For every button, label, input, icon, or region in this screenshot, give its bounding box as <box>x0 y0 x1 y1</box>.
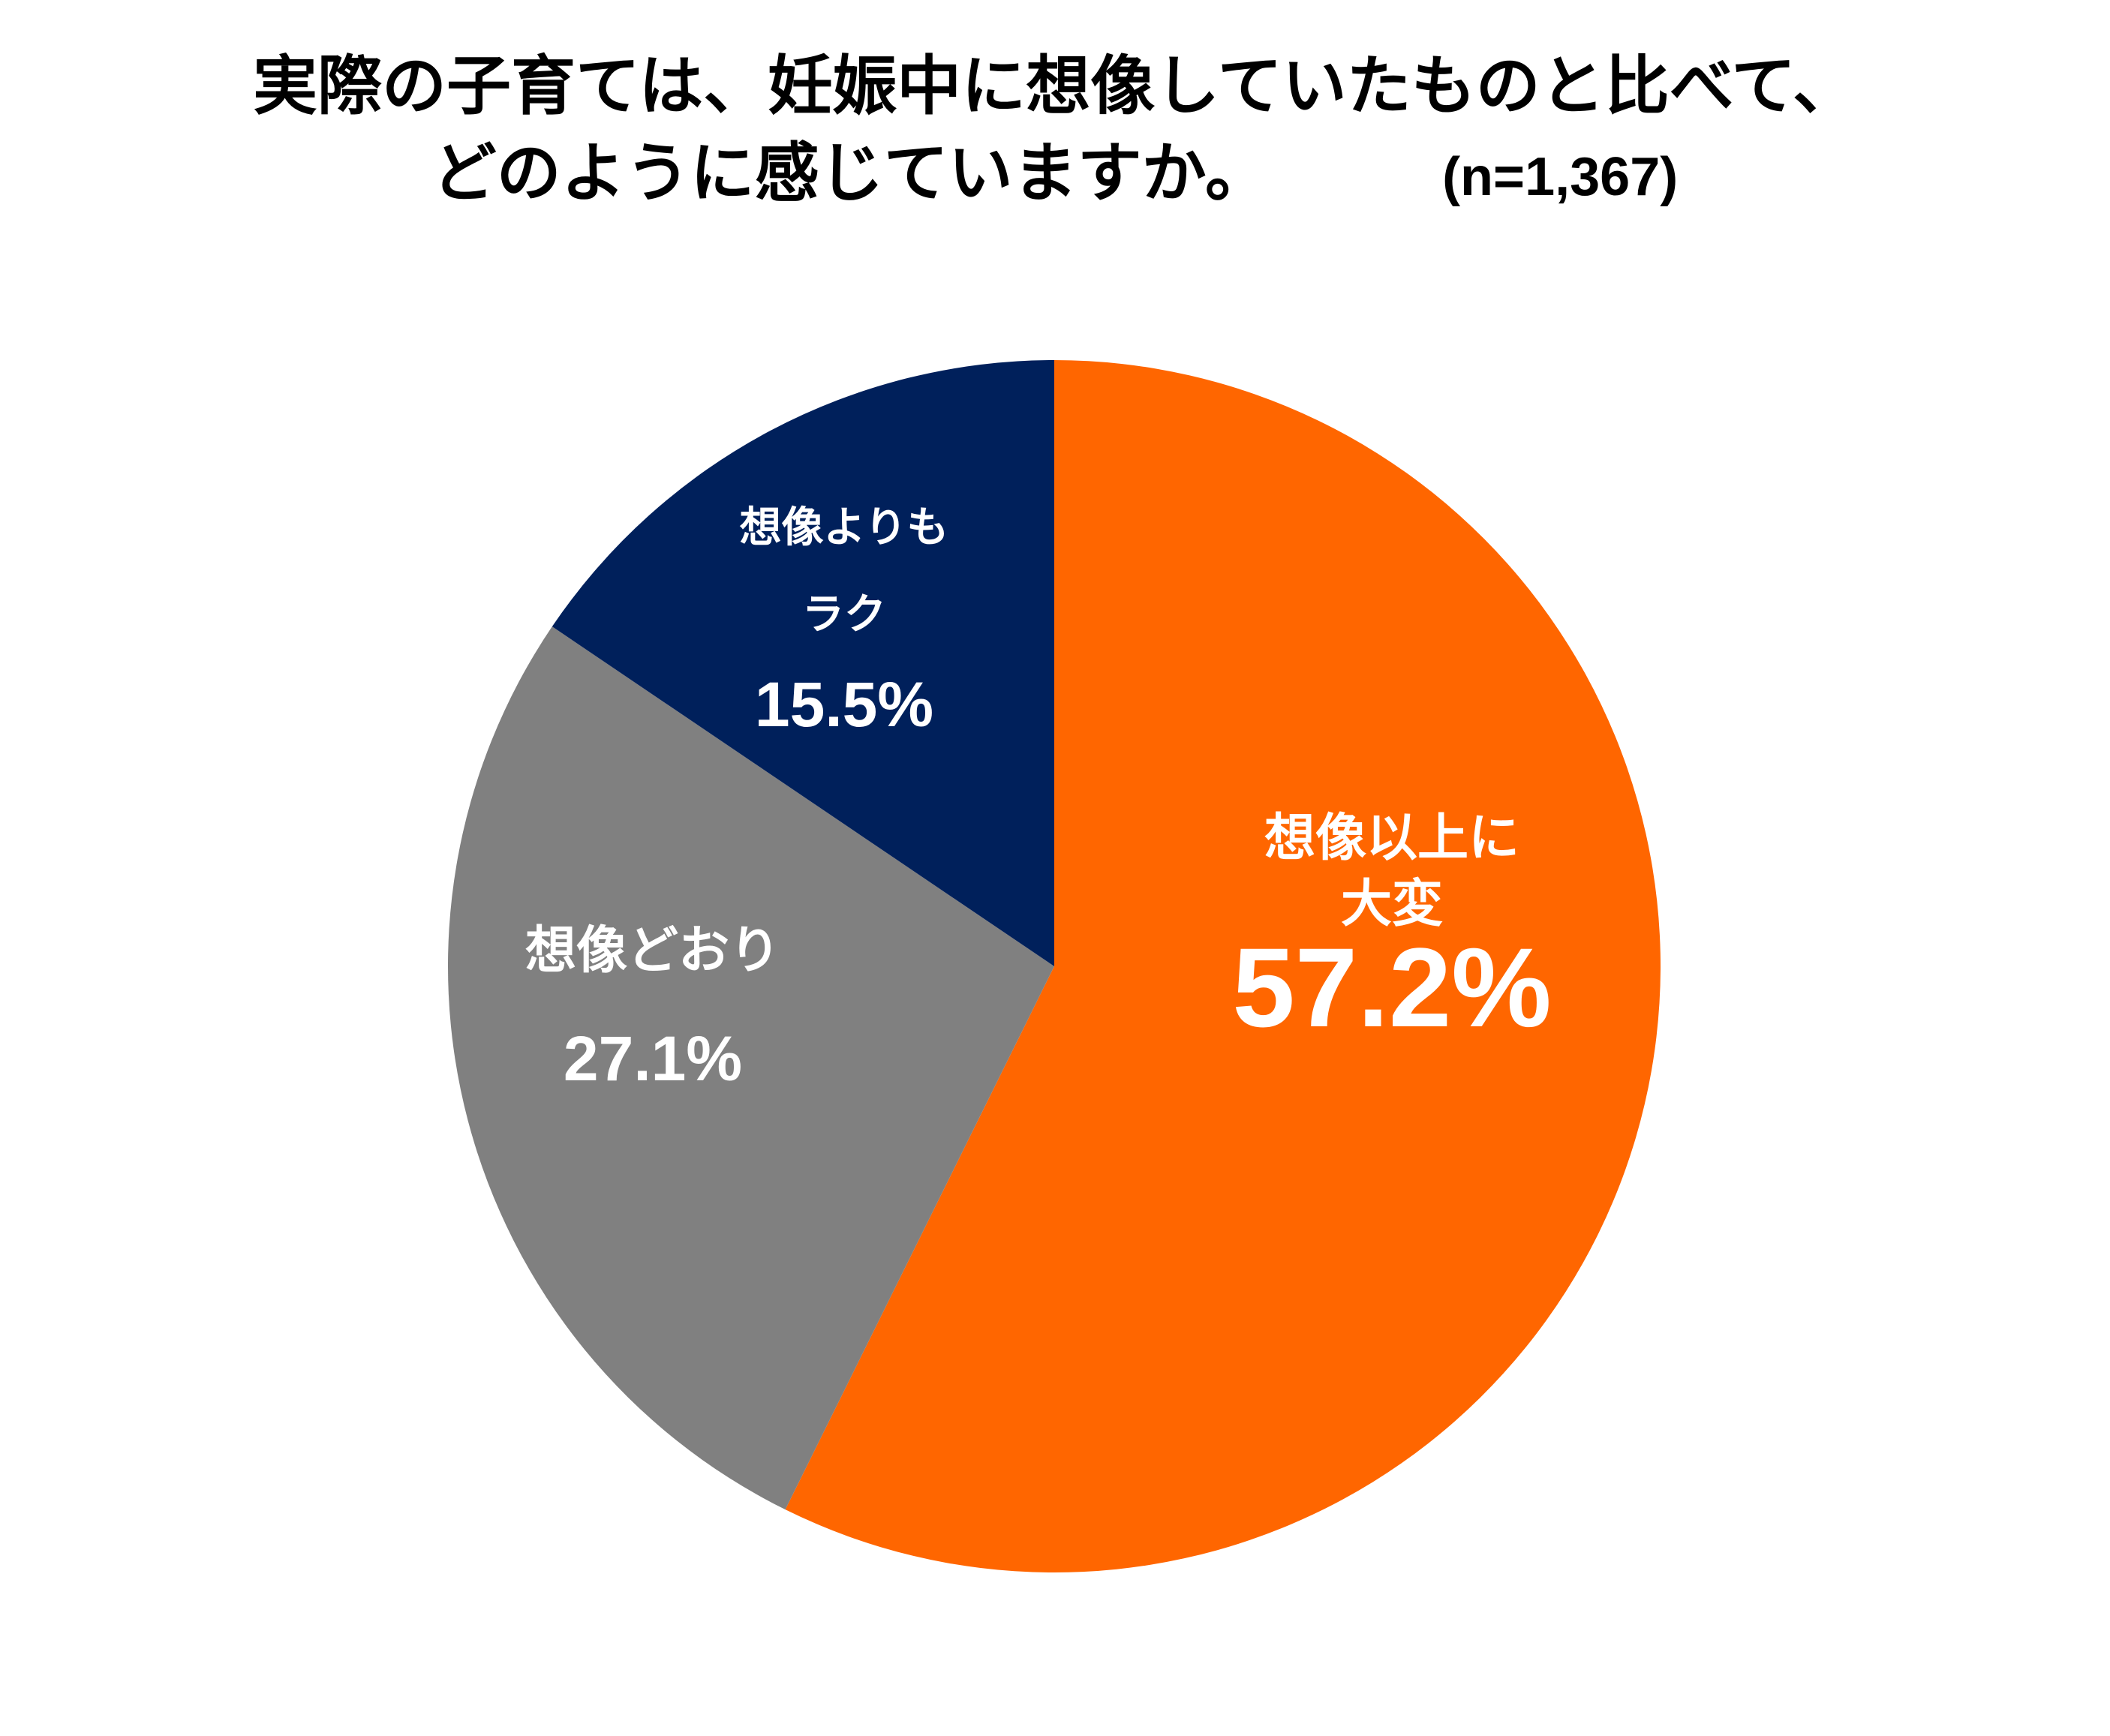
chart-title-line2-row: どのように感じていますか。 (n=1,367) <box>0 141 2110 206</box>
slice-label-1-line-2: 大変 <box>1341 875 1443 934</box>
slice-value-label-2: 27.1% <box>564 1023 742 1094</box>
pie-slice-1 <box>785 360 1661 1573</box>
pie-slice-2 <box>448 626 1054 1510</box>
sample-size: (n=1,367) <box>1442 147 1679 207</box>
slice-value-label-1: 57.2% <box>1232 924 1551 1050</box>
chart-title-line2: どのように感じていますか。 <box>431 136 1270 211</box>
slice-value-label-3: 15.5% <box>755 669 933 740</box>
slice-label-1-line-1: 想像以上に <box>1264 809 1519 868</box>
slice-label-3-line-1: 想像よりも <box>740 503 949 552</box>
slice-label-2-line-1: 想像どおり <box>525 921 780 981</box>
chart-title-line1: 実際の子育ては、妊娠中に想像していたものと比べて、 <box>253 49 1857 124</box>
slice-label-3-line-2: ラク <box>802 590 886 639</box>
pie-slice-3 <box>552 360 1054 966</box>
